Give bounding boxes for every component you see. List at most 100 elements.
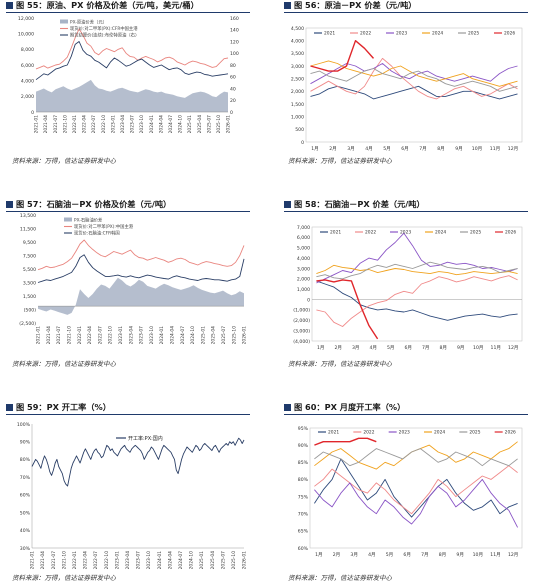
- x-tick-label: 2021-10: [61, 551, 67, 570]
- fig58-rule: [284, 211, 528, 212]
- x-tick-label: 2022-01: [72, 115, 78, 134]
- y-tick-label: 140: [230, 28, 239, 34]
- x-tick-label: 2025-04: [211, 326, 217, 345]
- fig56-title: 图 56：原油－PX 价差（元/吨）: [284, 0, 416, 11]
- y-tick-label: 1,500: [23, 294, 36, 300]
- y-tick-label: 3,500: [23, 280, 36, 286]
- y-tick-label: 80%: [20, 457, 31, 463]
- x-tick-label: 8月: [439, 345, 447, 351]
- title-marker: [6, 403, 13, 411]
- x-tick-label: 2023-07: [130, 115, 136, 134]
- series-2022: [314, 465, 518, 515]
- legend-label: 2024: [432, 31, 443, 37]
- x-tick-label: 7月: [421, 552, 429, 558]
- x-tick-label: 2023-07: [139, 326, 145, 345]
- y-tick-label: 7,500: [23, 253, 36, 259]
- x-tick-label: 9月: [457, 345, 465, 351]
- fig60-title-text: 图 60：PX 月度开工率（%）: [294, 402, 406, 412]
- series-2022: [310, 57, 518, 100]
- x-tick-label: 3月: [347, 146, 355, 152]
- series-px-price: [35, 28, 229, 70]
- series-2024: [316, 264, 518, 276]
- fig55-rule: [6, 12, 250, 13]
- y-tick-label: 1,000: [291, 114, 304, 120]
- y-tick-label: 50%: [20, 510, 31, 516]
- y-tick-label: 3,500: [291, 51, 304, 57]
- fig57-rule: [6, 211, 250, 212]
- y-tick-label: 1,500: [291, 102, 304, 108]
- x-tick-label: 2021-04: [40, 551, 46, 570]
- y-tick-label: 0: [230, 110, 233, 116]
- x-tick-label: 9月: [455, 146, 463, 152]
- y-tick-label: 0: [307, 297, 310, 303]
- x-tick-label: 2023-04: [128, 326, 134, 345]
- x-tick-label: 7月: [422, 345, 430, 351]
- x-tick-label: 9月: [456, 552, 464, 558]
- x-tick-label: 2023-07: [136, 551, 142, 570]
- x-tick-label: 8月: [437, 146, 445, 152]
- x-tick-label: 2024-04: [167, 551, 173, 570]
- x-tick-label: 2026-01: [226, 115, 232, 134]
- x-tick-label: 2月: [334, 345, 342, 351]
- y-tick-label: 2,000: [297, 277, 310, 283]
- fig60-source: 资料来源：万得，信达证券研发中心: [288, 574, 392, 582]
- chart-56: 0 500 1,000 1,500 2,000 2,500 3,000 3,500 4,000 4…: [291, 26, 523, 152]
- x-tick-label: 2025-04: [197, 115, 203, 134]
- fig59-title-text: 图 59：PX 开工率（%）: [16, 402, 111, 412]
- title-marker: [6, 200, 13, 208]
- x-tick-label: 1月: [315, 552, 323, 558]
- x-tick-label: 2025-04: [210, 551, 216, 570]
- x-tick-label: 12月: [508, 146, 518, 152]
- legend-label: 2026: [505, 230, 516, 236]
- y-tick-label: 30%: [20, 546, 31, 552]
- x-tick-label: 2022-07: [91, 115, 97, 134]
- x-tick-label: 2021-01: [34, 115, 40, 134]
- y-tick-label: 11,500: [20, 226, 36, 232]
- fig59-rule: [6, 414, 250, 415]
- title-marker: [284, 1, 291, 9]
- x-tick-label: 2025-10: [216, 115, 222, 134]
- x-tick-label: 2024-04: [158, 115, 164, 134]
- y-tick-label: 0: [301, 140, 304, 146]
- x-tick-label: 2026-01: [242, 551, 248, 570]
- x-tick-label: 2023-04: [120, 115, 126, 134]
- x-tick-label: 2024-07: [180, 326, 186, 345]
- x-tick-label: 2025-01: [200, 326, 206, 345]
- y-tick-label: 9,500: [23, 240, 36, 246]
- y-tick-label: 5,000: [297, 246, 310, 252]
- legend-label: 2021: [328, 430, 339, 436]
- y-tick-label: 90%: [298, 443, 309, 449]
- x-tick-label: 2022-10: [104, 551, 110, 570]
- y-tick-label: 7,000: [297, 225, 310, 231]
- legend-label: 现货价:石脑油:CFR韩国: [74, 230, 120, 237]
- x-tick-label: 2021-01: [30, 551, 36, 570]
- y-tick-label: 8,000: [21, 47, 34, 53]
- legend-label: 开工率:PX:国内: [128, 435, 163, 442]
- x-tick-label: 2021-04: [43, 115, 49, 134]
- y-tick-label: 60%: [298, 546, 309, 552]
- fig57-source: 资料来源：万得，信达证券研发中心: [12, 360, 116, 368]
- chart-58: (4,000) (3,000) (2,000) (1,000) 0 1,000 2,000 3…: [293, 225, 523, 351]
- y-tick-label: (2,500): [19, 321, 36, 327]
- y-tick-label: 2,500: [291, 76, 304, 82]
- y-tick-label: 2,000: [291, 89, 304, 95]
- plot-border: [311, 226, 523, 342]
- legend-swatch: [64, 217, 72, 222]
- x-tick-label: 2023-01: [118, 326, 124, 345]
- x-tick-label: 5月: [386, 552, 394, 558]
- fig56-source: 资料来源：万得，信达证券研发中心: [288, 157, 392, 165]
- chart-59: 30% 40% 50% 60% 70% 80% 90% 100% 2021-01 2021-04 2…: [17, 422, 248, 570]
- x-tick-label: 2025-01: [187, 115, 193, 134]
- y-tick-label: 4,000: [297, 256, 310, 262]
- y-tick-label: 5,500: [23, 267, 36, 273]
- x-tick-label: 2025-07: [221, 326, 227, 345]
- y-tick-label: 6,000: [21, 63, 34, 69]
- series-2023: [314, 478, 519, 528]
- y-tick-label: 60%: [20, 493, 31, 499]
- y-tick-label: (4,000): [293, 339, 310, 345]
- y-tick-label: 3,000: [297, 266, 310, 272]
- y-tick-label: 500: [295, 127, 304, 133]
- x-tick-label: 2025-01: [199, 551, 205, 570]
- x-tick-label: 2月: [333, 552, 341, 558]
- x-tick-label: 10月: [472, 146, 482, 152]
